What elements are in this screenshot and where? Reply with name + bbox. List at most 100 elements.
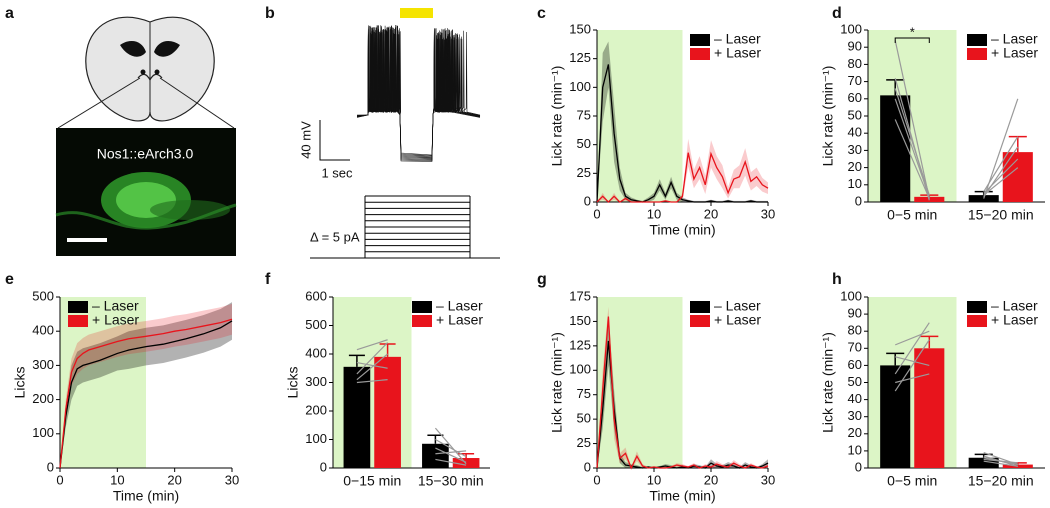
scale-label: 40 mV (298, 121, 313, 159)
bar (968, 457, 999, 468)
x-tick-label: 30 (761, 472, 775, 487)
panel-letter: e (5, 271, 14, 288)
bar (343, 366, 371, 468)
bar (914, 348, 945, 468)
y-tick-label: 90 (848, 39, 862, 54)
bar (968, 195, 999, 202)
y-tick-label: 400 (32, 323, 54, 338)
x-tick-label: 10 (647, 472, 661, 487)
individual-line (435, 450, 467, 455)
series-line (596, 316, 769, 470)
individual-line (356, 339, 388, 351)
panel-letter: f (265, 271, 271, 288)
x-tick-label: 0−15 min (343, 473, 401, 489)
error-bar (348, 354, 365, 367)
individual-line (895, 356, 930, 366)
y-axis-label: Lick rate (min⁻¹) (820, 66, 836, 167)
y-tick-label: 80 (848, 323, 862, 338)
y-axis-label: Lick rate (min⁻¹) (549, 66, 565, 167)
x-tick-label: 0 (56, 472, 63, 487)
micrograph-label: Nos1::eArch3.0 (97, 146, 194, 162)
x-tick-label: 10 (110, 472, 124, 487)
series-line (596, 151, 769, 203)
y-tick-label: 50 (577, 411, 591, 426)
panel-letter: b (265, 5, 275, 22)
x-tick-label: 30 (225, 472, 239, 487)
series-line (596, 64, 768, 203)
individual-line (983, 460, 1018, 467)
current-steps (310, 195, 500, 259)
legend-swatch (967, 301, 987, 313)
panel-letter: c (537, 5, 546, 22)
legend-swatch (412, 301, 432, 313)
y-tick-label: 25 (577, 165, 591, 180)
individual-line (983, 136, 1019, 192)
x-axis-label: Time (min) (649, 222, 715, 238)
error-band (60, 303, 232, 468)
y-tick-label: 100 (840, 288, 862, 303)
y-tick-label: 10 (848, 176, 862, 191)
individual-line (983, 457, 1018, 466)
voltage-traces (356, 25, 481, 162)
y-tick-label: 50 (848, 374, 862, 389)
legend-swatch (68, 301, 88, 313)
individual-line (983, 167, 1019, 196)
legend-swatch (690, 301, 710, 313)
y-axis-label: Licks (12, 367, 28, 399)
y-tick-label: 100 (32, 425, 54, 440)
y-axis-label: Lick rate (min⁻¹) (820, 332, 836, 433)
individual-line (356, 353, 388, 381)
individual-line (435, 458, 467, 466)
scale-label: 1 sec (321, 165, 353, 180)
individual-line (894, 119, 930, 199)
y-tick-label: 400 (305, 345, 327, 360)
y-tick-label: 100 (569, 79, 591, 94)
legend-label: + Laser (714, 45, 761, 61)
chart: f 0 100 200 300 400 500 600 Licks 0−15 min 15−30 m… (265, 271, 490, 489)
y-tick-label: 300 (32, 357, 54, 372)
legend-swatch (690, 34, 710, 46)
y-tick-label: 0 (855, 459, 862, 474)
x-tick-label: 30 (761, 206, 775, 221)
individual-line (894, 40, 930, 199)
legend-label: – Laser (991, 31, 1038, 47)
x-axis-label: Time (min) (649, 488, 715, 504)
legend-label: + Laser (714, 312, 761, 328)
panel-letter: a (5, 5, 14, 22)
y-tick-label: 40 (848, 125, 862, 140)
y-tick-label: 0 (584, 193, 591, 208)
panel-letter: d (832, 5, 842, 22)
legend-label: + Laser (436, 312, 483, 328)
y-tick-label: 0 (47, 459, 54, 474)
y-tick-label: 60 (848, 357, 862, 372)
y-tick-label: 10 (848, 442, 862, 457)
chart: g 0 25 50 75 100 125 150 175 Lick rate (min⁻¹) 0 10… (537, 271, 775, 503)
y-tick-label: 200 (32, 391, 54, 406)
y-tick-label: 150 (569, 313, 591, 328)
y-tick-label: 175 (569, 288, 591, 303)
panel-letter: g (537, 271, 547, 288)
error-band (60, 302, 232, 468)
legend-label: + Laser (991, 312, 1038, 328)
x-tick-label: 20 (704, 206, 718, 221)
trace (356, 25, 481, 162)
x-tick-label: 0−5 min (887, 207, 937, 223)
x-tick-label: 15−30 min (418, 473, 484, 489)
x-tick-label: 0 (593, 206, 600, 221)
x-tick-label: 20 (167, 472, 181, 487)
y-tick-label: 0 (320, 459, 327, 474)
chart: c 0 25 50 75 100 125 150 Lick rate (min⁻¹) 0 10 20 3… (537, 5, 775, 237)
legend-swatch (690, 315, 710, 327)
error-bar (1008, 135, 1027, 153)
panel-letter: h (832, 271, 842, 288)
x-tick-label: 0−5 min (887, 473, 937, 489)
individual-line (356, 379, 388, 384)
scale-bar (319, 120, 350, 161)
significance-bracket (894, 37, 930, 43)
y-tick-label: 300 (305, 374, 327, 389)
y-tick-label: 100 (305, 431, 327, 446)
individual-line (983, 146, 1019, 198)
y-tick-label: 0 (584, 459, 591, 474)
y-tick-label: 150 (569, 21, 591, 36)
chart: e 0 100 200 300 400 500 Licks 0 10 20 30 Time (min) –… (5, 271, 239, 503)
